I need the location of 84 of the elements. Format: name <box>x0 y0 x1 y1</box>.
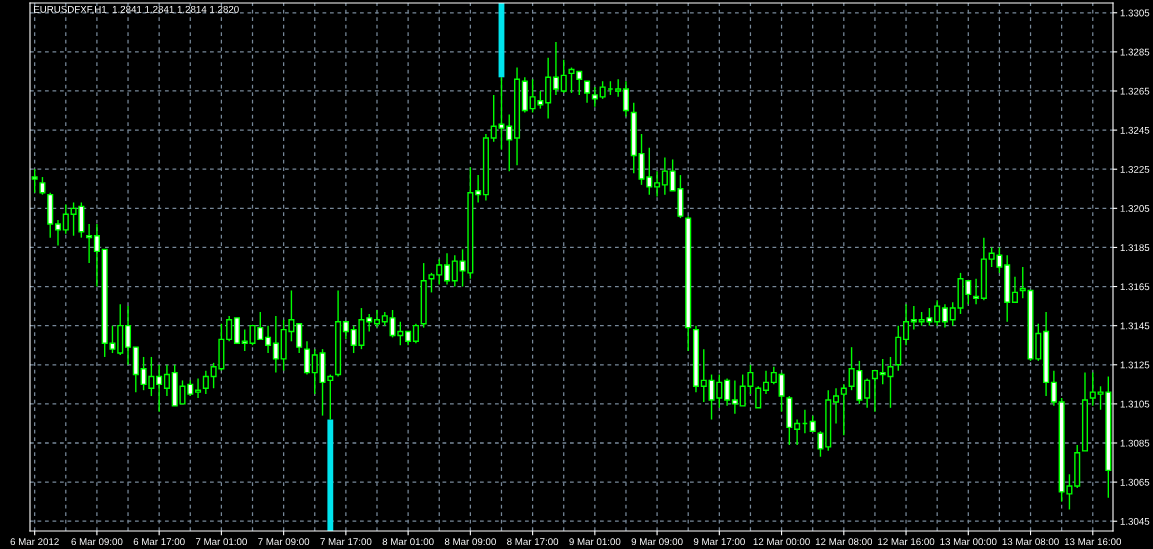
candlestick <box>762 369 770 395</box>
candlestick <box>552 41 559 96</box>
y-tick-label: 1.3305 <box>1120 9 1150 17</box>
y-tick-label: 1.3085 <box>1120 439 1150 447</box>
x-tick-label: 6 Mar 2012 <box>10 538 59 546</box>
candlestick <box>871 369 878 413</box>
candlestick <box>1089 371 1096 407</box>
x-tick-label: 6 Mar 09:00 <box>71 538 123 546</box>
candlestick <box>373 309 381 329</box>
candlestick <box>86 223 93 264</box>
x-tick-label: 8 Mar 01:00 <box>382 538 434 546</box>
y-tick-label: 1.3265 <box>1120 87 1150 95</box>
x-tick-label: 7 Mar 01:00 <box>195 538 247 546</box>
x-tick-label: 12 Mar 16:00 <box>878 538 935 546</box>
candlestick <box>202 369 209 395</box>
candlestick <box>731 379 738 415</box>
candlestick <box>62 203 69 235</box>
candlestick <box>125 305 132 366</box>
candlestick <box>226 315 233 343</box>
candlestick <box>272 315 279 374</box>
candlestick <box>311 348 318 395</box>
y-tick-label: 1.3065 <box>1120 478 1150 486</box>
candlestick <box>436 258 443 286</box>
x-tick-label: 12 Mar 00:00 <box>753 538 810 546</box>
y-tick-label: 1.3245 <box>1120 126 1150 134</box>
candlestick <box>864 377 871 409</box>
candlestick <box>443 252 451 286</box>
y-tick-label: 1.3045 <box>1120 517 1150 525</box>
candlestick <box>584 80 591 104</box>
y-tick-label: 1.3185 <box>1120 244 1150 252</box>
candlestick <box>560 59 567 94</box>
x-tick-label: 7 Mar 17:00 <box>320 538 372 546</box>
x-tick-label: 12 Mar 08:00 <box>815 538 873 546</box>
candlestick <box>622 80 629 118</box>
candlestick <box>794 418 801 446</box>
x-tick-label: 7 Mar 09:00 <box>258 538 310 546</box>
x-tick-label: 8 Mar 17:00 <box>507 538 559 546</box>
candlestick <box>265 324 272 354</box>
candlestick <box>724 377 731 407</box>
candlestick <box>156 364 163 413</box>
candlestick <box>93 223 100 288</box>
candlestick <box>941 303 948 329</box>
candlestick <box>654 170 661 198</box>
candlestick <box>755 385 762 409</box>
y-tick-label: 1.3105 <box>1120 400 1150 408</box>
x-tick-label: 9 Mar 01:00 <box>569 538 621 546</box>
x-tick-label: 8 Mar 09:00 <box>444 538 496 546</box>
candlestick <box>840 383 847 436</box>
candlestick <box>817 430 824 458</box>
candlestick <box>163 364 170 397</box>
candlestick <box>54 219 62 247</box>
candlestick <box>591 86 598 108</box>
candlestick <box>475 174 482 204</box>
x-tick-label: 13 Mar 16:00 <box>1064 538 1122 546</box>
candlestick <box>303 340 311 376</box>
candlestick <box>778 371 785 413</box>
candlestick <box>903 303 910 346</box>
candlestick <box>1011 276 1018 303</box>
y-tick-label: 1.3225 <box>1120 165 1150 173</box>
candlestick <box>700 348 707 403</box>
chart-title: EURUSDFXF,H1 1.2841 1.2841 1.2814 1.2820 <box>34 5 239 14</box>
candlestick <box>428 272 435 294</box>
candlestick <box>661 156 668 196</box>
candlestick <box>832 387 840 425</box>
x-tick-label: 9 Mar 09:00 <box>631 538 683 546</box>
candlestick <box>973 278 980 305</box>
candlestick <box>1050 369 1057 407</box>
x-tick-label: 9 Mar 17:00 <box>693 538 745 546</box>
candlestick <box>615 78 622 98</box>
candlestick <box>451 254 458 288</box>
candlestick <box>412 323 419 344</box>
x-tick-label: 13 Mar 08:00 <box>1002 538 1059 546</box>
candlestick <box>910 305 917 331</box>
candlestick <box>934 299 941 327</box>
y-tick-label: 1.3125 <box>1120 361 1150 369</box>
x-tick-label: 6 Mar 17:00 <box>133 538 185 546</box>
x-tick-label: 13 Mar 00:00 <box>940 538 997 546</box>
candlestick <box>195 377 202 399</box>
y-tick-label: 1.3145 <box>1120 322 1150 330</box>
y-tick-label: 1.3205 <box>1120 205 1150 212</box>
y-tick-label: 1.3165 <box>1120 283 1150 291</box>
y-tick-label: 1.3285 <box>1120 48 1150 56</box>
candlestick <box>1019 266 1026 299</box>
candlestick <box>296 323 303 354</box>
